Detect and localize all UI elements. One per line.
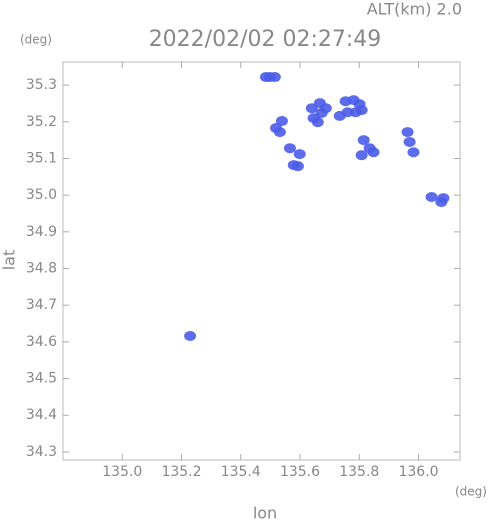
echo	[311, 117, 324, 128]
echo	[275, 116, 288, 127]
echo	[357, 135, 370, 146]
echo	[437, 193, 450, 204]
y-tick-label: 34.9	[26, 224, 57, 240]
echo	[283, 143, 296, 154]
y-tick-label: 34.7	[26, 297, 57, 313]
y-tick-label: 34.5	[26, 371, 57, 387]
y-tick-label: 35.0	[26, 187, 57, 203]
x-axis-label: lon	[253, 504, 277, 521]
y-axis-label: lat	[0, 250, 19, 271]
x-tick-label: 136.0	[398, 464, 438, 480]
echo	[184, 331, 197, 342]
x-tick-label: 135.4	[221, 464, 261, 480]
plot-frame	[62, 61, 461, 461]
echo	[355, 150, 368, 161]
y-tick-label: 34.3	[26, 444, 57, 460]
echo	[367, 147, 380, 158]
echo	[355, 105, 368, 116]
echo	[273, 127, 286, 138]
y-tick-label: 35.1	[26, 150, 57, 166]
echo	[291, 161, 304, 172]
echo	[319, 103, 332, 114]
echo	[401, 127, 414, 138]
x-unit: (deg)	[455, 485, 487, 499]
echo	[407, 147, 420, 158]
echo	[268, 72, 281, 83]
y-tick-label: 35.3	[26, 77, 57, 93]
header: ALT(km) 2.0	[367, 0, 462, 19]
chart-title: 2022/02/02 02:27:49	[149, 27, 382, 52]
echo	[293, 149, 306, 160]
y-tick-label: 35.2	[26, 114, 57, 130]
echo	[333, 110, 346, 121]
x-tick-label: 135.2	[161, 464, 201, 480]
y-tick-label: 34.6	[26, 334, 57, 350]
echo	[403, 136, 416, 147]
echo	[425, 191, 438, 202]
x-tick-label: 135.8	[339, 464, 379, 480]
x-tick-label: 135.6	[280, 464, 320, 480]
x-tick-label: 135.0	[102, 464, 142, 480]
y-unit: (deg)	[20, 33, 52, 47]
y-tick-label: 34.8	[26, 261, 57, 277]
y-tick-label: 34.4	[26, 407, 57, 423]
